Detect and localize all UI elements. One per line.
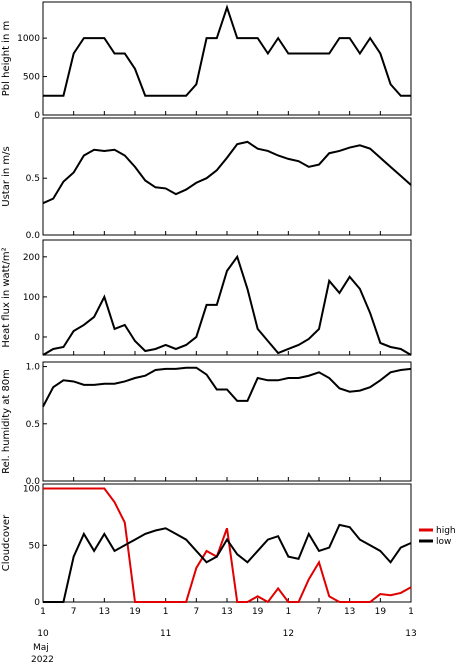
line-series [43, 4, 411, 97]
y-tick-label: 50 [29, 541, 41, 551]
y-tick-label: 0 [34, 111, 40, 121]
y-tick-label: 200 [23, 253, 40, 263]
y-tick-label: 1000 [17, 34, 40, 44]
y-tick-label: 0.0 [26, 477, 41, 487]
x-day-label: 10 [37, 629, 49, 639]
x-tick-label: 7 [71, 607, 77, 617]
y-tick-label: 0.0 [26, 231, 41, 241]
y-axis-label: Pbl height in m [1, 21, 12, 96]
y-tick-label: 500 [23, 73, 40, 83]
line-series [42, 140, 412, 205]
line-series [43, 523, 412, 603]
x-tick-label: 1 [285, 607, 291, 617]
x-tick-label: 13 [99, 607, 110, 617]
y-axis-label: Ustar in m/s [1, 146, 12, 206]
x-tick-label: 7 [193, 607, 199, 617]
x-day-label: 11 [160, 629, 171, 639]
x-tick-label: 13 [344, 607, 355, 617]
y-axis-label: Rel. humidity at 80m [1, 369, 12, 474]
y-tick-label: 1.0 [26, 363, 41, 373]
y-axis-label: Cloudcover [1, 514, 12, 571]
panel-frame [42, 239, 412, 356]
y-tick-label: 0.5 [26, 174, 40, 184]
panel-frame [42, 1, 412, 116]
x-tick-label: 1 [163, 607, 169, 617]
x-tick-label: 7 [316, 607, 322, 617]
y-tick-label: 0 [34, 598, 40, 608]
line-series [42, 366, 412, 408]
x-tick-label: 1 [408, 607, 414, 617]
panel-frame [42, 117, 412, 236]
x-tick-label: 19 [252, 607, 264, 617]
x-day-label: 13 [405, 629, 416, 639]
y-tick-label: 100 [23, 485, 40, 495]
line-series [43, 487, 412, 604]
y-axis-label: Heat flux in watt/m² [1, 247, 12, 347]
x-month-label: Maj [33, 643, 49, 653]
x-year-label: 2022 [31, 655, 54, 664]
x-tick-label: 19 [129, 607, 141, 617]
y-tick-label: 0.5 [26, 420, 40, 430]
y-tick-label: 0 [34, 333, 40, 343]
y-tick-label: 100 [23, 293, 40, 303]
legend-label: low [436, 537, 451, 547]
panel-frame [42, 361, 412, 482]
x-tick-label: 13 [221, 607, 232, 617]
x-tick-label: 1 [40, 607, 46, 617]
legend-label: high [436, 526, 456, 536]
x-tick-label: 19 [375, 607, 387, 617]
line-series [42, 254, 412, 356]
x-day-label: 12 [283, 629, 294, 639]
